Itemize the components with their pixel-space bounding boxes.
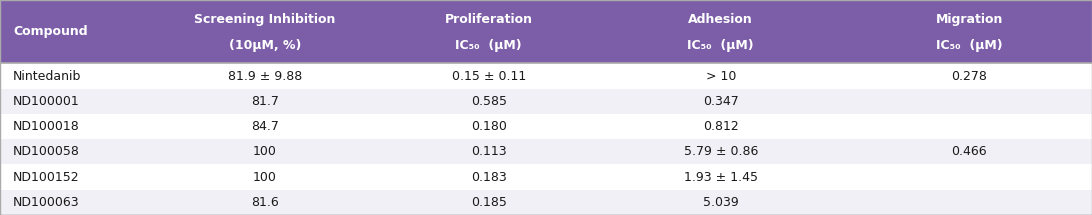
Text: 5.79 ± 0.86: 5.79 ± 0.86	[684, 145, 758, 158]
Text: Adhesion: Adhesion	[688, 12, 753, 26]
Text: 81.7: 81.7	[251, 95, 278, 108]
Text: 100: 100	[253, 171, 276, 184]
Text: 0.466: 0.466	[951, 145, 987, 158]
Text: (10μM, %): (10μM, %)	[228, 39, 301, 52]
Text: 0.183: 0.183	[471, 171, 507, 184]
Text: 81.6: 81.6	[251, 196, 278, 209]
Text: > 10: > 10	[705, 70, 736, 83]
Text: 1.93 ± 1.45: 1.93 ± 1.45	[684, 171, 758, 184]
Bar	[0, 0, 1092, 63]
Text: Migration: Migration	[936, 12, 1002, 26]
Text: IC₅₀  (μM): IC₅₀ (μM)	[936, 39, 1002, 52]
Bar	[0, 139, 1092, 164]
Text: 0.185: 0.185	[471, 196, 507, 209]
Text: 0.113: 0.113	[471, 145, 507, 158]
Text: 0.812: 0.812	[703, 120, 738, 133]
Text: ND100058: ND100058	[13, 145, 80, 158]
Text: ND100063: ND100063	[13, 196, 80, 209]
Text: 0.180: 0.180	[471, 120, 507, 133]
Text: 0.15 ± 0.11: 0.15 ± 0.11	[452, 70, 525, 83]
Text: ND100152: ND100152	[13, 171, 80, 184]
Text: ND100001: ND100001	[13, 95, 80, 108]
Bar	[0, 164, 1092, 190]
Bar	[0, 63, 1092, 89]
Text: Nintedanib: Nintedanib	[13, 70, 82, 83]
Text: 0.347: 0.347	[703, 95, 738, 108]
Text: Screening Inhibition: Screening Inhibition	[194, 12, 335, 26]
Text: 84.7: 84.7	[251, 120, 278, 133]
Text: Proliferation: Proliferation	[444, 12, 533, 26]
Bar	[0, 190, 1092, 215]
Text: 5.039: 5.039	[703, 196, 738, 209]
Text: Compound: Compound	[13, 25, 87, 38]
Text: IC₅₀  (μM): IC₅₀ (μM)	[455, 39, 522, 52]
Text: 81.9 ± 9.88: 81.9 ± 9.88	[228, 70, 301, 83]
Text: 0.585: 0.585	[471, 95, 507, 108]
Text: ND100018: ND100018	[13, 120, 80, 133]
Bar	[0, 114, 1092, 139]
Text: 0.278: 0.278	[951, 70, 987, 83]
Text: 100: 100	[253, 145, 276, 158]
Bar	[0, 89, 1092, 114]
Text: IC₅₀  (μM): IC₅₀ (μM)	[687, 39, 755, 52]
